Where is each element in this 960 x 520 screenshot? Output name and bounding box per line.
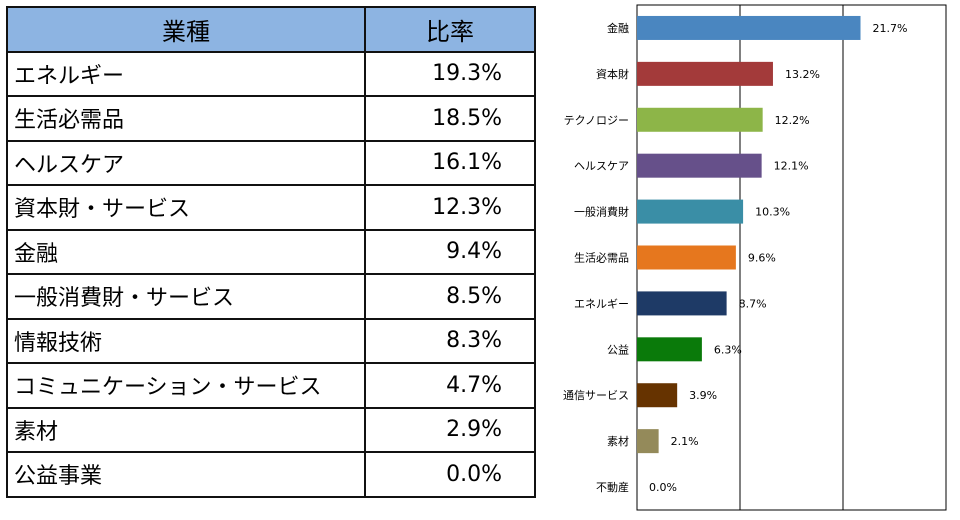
- category-label: 金融: [607, 21, 629, 35]
- data-label: 9.6%: [748, 252, 776, 265]
- data-label: 2.1%: [671, 435, 699, 448]
- sector-name: 素材: [6, 406, 366, 453]
- bar: [637, 15, 861, 40]
- sector-name: 生活必需品: [6, 95, 366, 142]
- table-row: コミュニケーション・サービス 4.7%: [6, 362, 536, 409]
- bar: [637, 291, 727, 316]
- data-label: 8.7%: [739, 297, 767, 310]
- table-row: 金融 9.4%: [6, 228, 536, 275]
- table-row: 資本財・サービス 12.3%: [6, 184, 536, 231]
- bar: [637, 107, 763, 132]
- table-row: エネルギー 19.3%: [6, 50, 536, 97]
- data-label: 12.2%: [775, 114, 810, 127]
- table-row: 情報技術 8.3%: [6, 317, 536, 364]
- sector-rate: 19.3%: [364, 50, 536, 97]
- sector-rate: 9.4%: [364, 228, 536, 275]
- bar: [637, 337, 702, 362]
- category-label: 一般消費財: [574, 205, 629, 219]
- sector-rate: 0.0%: [364, 451, 536, 498]
- table-row: ヘルスケア 16.1%: [6, 139, 536, 186]
- data-label: 3.9%: [689, 389, 717, 402]
- header-rate: 比率: [364, 6, 536, 53]
- bar: [637, 61, 773, 86]
- category-label: テクノロジー: [564, 114, 629, 127]
- category-label: 公益: [607, 342, 629, 356]
- sector-bar-chart: 金融 21.7% 資本財 13.2% テクノロジー 12.2% ヘルスケア 12.1% 一般消費…: [563, 4, 947, 511]
- sector-rate: 4.7%: [364, 362, 536, 409]
- sector-rate: 8.5%: [364, 273, 536, 320]
- category-label: 資本財: [596, 67, 629, 81]
- header-sector: 業種: [6, 6, 366, 53]
- sector-name: 公益事業: [6, 451, 366, 498]
- sector-name: コミュニケーション・サービス: [6, 362, 366, 409]
- category-label: 通信サービス: [563, 389, 629, 402]
- sector-name: エネルギー: [6, 50, 366, 97]
- category-label: ヘルスケア: [574, 160, 629, 173]
- category-label: 素材: [607, 434, 629, 448]
- data-label: 0.0%: [649, 481, 677, 494]
- bar: [637, 383, 678, 408]
- category-label: 生活必需品: [574, 251, 629, 265]
- sector-name: 一般消費財・サービス: [6, 273, 366, 320]
- bar: [637, 153, 762, 178]
- bar: [637, 199, 744, 224]
- table-row: 素材 2.9%: [6, 406, 536, 453]
- sector-rate: 16.1%: [364, 139, 536, 186]
- sector-weight-table: 業種 比率 エネルギー 19.3% 生活必需品 18.5% ヘルスケア 16.1…: [6, 6, 536, 498]
- data-label: 6.3%: [714, 343, 742, 356]
- sector-rate: 2.9%: [364, 406, 536, 453]
- sector-rate: 18.5%: [364, 95, 536, 142]
- sector-rate: 12.3%: [364, 184, 536, 231]
- data-label: 21.7%: [873, 22, 908, 35]
- category-label: 不動産: [596, 480, 629, 494]
- sector-name: 金融: [6, 228, 366, 275]
- category-label: エネルギー: [574, 297, 629, 310]
- bar: [637, 245, 736, 270]
- bar: [637, 429, 659, 454]
- table-row: 公益事業 0.0%: [6, 451, 536, 498]
- data-label: 13.2%: [785, 68, 820, 81]
- sector-name: ヘルスケア: [6, 139, 366, 186]
- table-row: 生活必需品 18.5%: [6, 95, 536, 142]
- data-label: 12.1%: [774, 160, 809, 173]
- table-header-row: 業種 比率: [6, 6, 536, 53]
- data-label: 10.3%: [755, 206, 790, 219]
- table-row: 一般消費財・サービス 8.5%: [6, 273, 536, 320]
- sector-rate: 8.3%: [364, 317, 536, 364]
- sector-name: 情報技術: [6, 317, 366, 364]
- sector-name: 資本財・サービス: [6, 184, 366, 231]
